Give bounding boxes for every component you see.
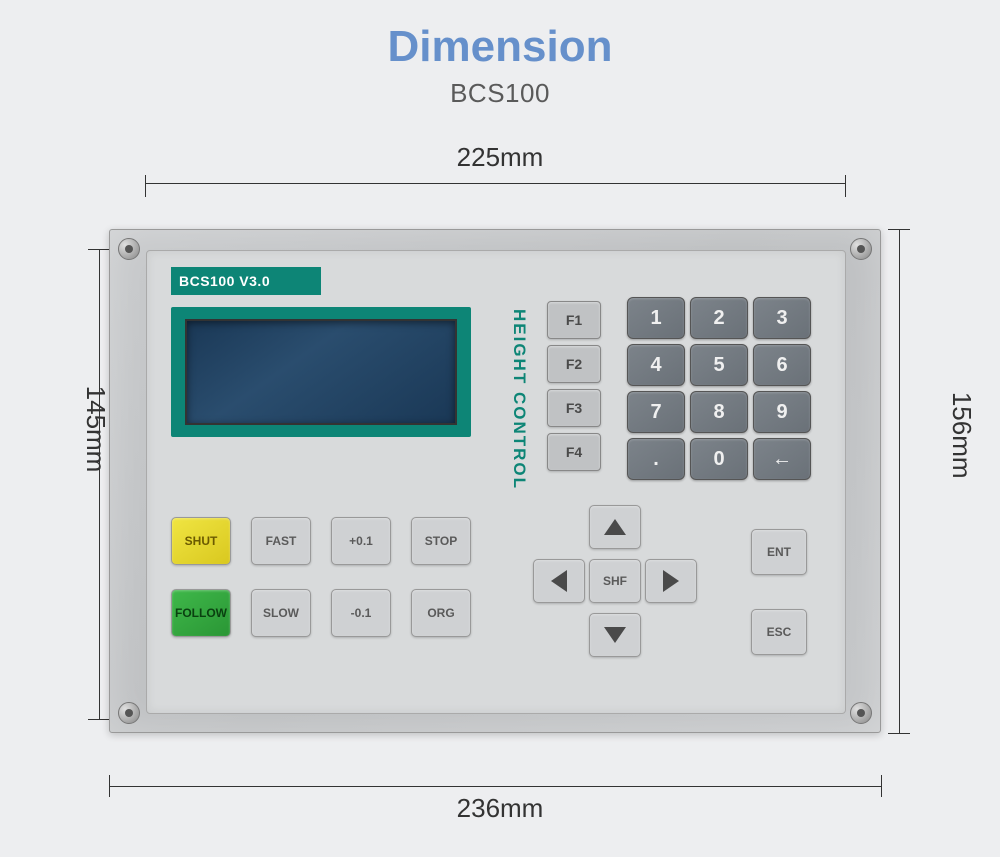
triangle-right-icon xyxy=(663,570,679,592)
numkey-backspace[interactable]: ← xyxy=(753,438,811,480)
dimension-cap xyxy=(888,229,910,230)
plus-01-button[interactable]: +0.1 xyxy=(331,517,391,565)
shf-button[interactable]: SHF xyxy=(589,559,641,603)
org-button[interactable]: ORG xyxy=(411,589,471,637)
dimension-cap xyxy=(845,175,846,197)
device-panel: BCS100 V3.0 HEIGHT CONTROL F1 F2 F3 F4 1… xyxy=(146,250,846,714)
f3-button[interactable]: F3 xyxy=(547,389,601,427)
dimension-cap xyxy=(88,719,110,720)
numkey-6[interactable]: 6 xyxy=(753,344,811,386)
follow-button[interactable]: FOLLOW xyxy=(171,589,231,637)
numkey-5[interactable]: 5 xyxy=(690,344,748,386)
minus-01-button[interactable]: -0.1 xyxy=(331,589,391,637)
dimension-width-outer: 236mm xyxy=(457,793,544,824)
numkey-7[interactable]: 7 xyxy=(627,391,685,433)
dimension-width-inner: 225mm xyxy=(457,142,544,173)
f2-button[interactable]: F2 xyxy=(547,345,601,383)
f1-button[interactable]: F1 xyxy=(547,301,601,339)
dimension-cap xyxy=(881,775,882,797)
dpad-up-button[interactable] xyxy=(589,505,641,549)
stop-button[interactable]: STOP xyxy=(411,517,471,565)
dpad-down-button[interactable] xyxy=(589,613,641,657)
height-control-label: HEIGHT CONTROL xyxy=(505,309,529,490)
numkey-2[interactable]: 2 xyxy=(690,297,748,339)
numkey-0[interactable]: 0 xyxy=(690,438,748,480)
page-title: Dimension xyxy=(0,0,1000,72)
dimension-line-bottom xyxy=(109,786,881,787)
numeric-keypad: 1 2 3 4 5 6 7 8 9 . 0 ← xyxy=(627,297,811,480)
dimension-cap xyxy=(888,733,910,734)
dimension-cap xyxy=(145,175,146,197)
numkey-1[interactable]: 1 xyxy=(627,297,685,339)
dimension-cap xyxy=(109,775,110,797)
shut-button[interactable]: SHUT xyxy=(171,517,231,565)
lcd-screen xyxy=(185,319,457,425)
control-row-1: SHUT FAST +0.1 STOP xyxy=(171,517,471,565)
fast-button[interactable]: FAST xyxy=(251,517,311,565)
function-key-column: F1 F2 F3 F4 xyxy=(547,301,601,471)
triangle-left-icon xyxy=(551,570,567,592)
dimension-line-left xyxy=(99,249,100,719)
model-number: BCS100 xyxy=(0,78,1000,109)
screw-icon xyxy=(118,238,140,260)
lcd-frame xyxy=(171,307,471,437)
slow-button[interactable]: SLOW xyxy=(251,589,311,637)
dpad-left-button[interactable] xyxy=(533,559,585,603)
screw-icon xyxy=(850,702,872,724)
direction-pad: SHF xyxy=(527,505,707,685)
numkey-8[interactable]: 8 xyxy=(690,391,748,433)
f4-button[interactable]: F4 xyxy=(547,433,601,471)
control-row-2: FOLLOW SLOW -0.1 ORG xyxy=(171,589,471,637)
numkey-dot[interactable]: . xyxy=(627,438,685,480)
ent-button[interactable]: ENT xyxy=(751,529,807,575)
esc-button[interactable]: ESC xyxy=(751,609,807,655)
dimension-cap xyxy=(88,249,110,250)
screw-icon xyxy=(118,702,140,724)
control-button-area: SHUT FAST +0.1 STOP FOLLOW SLOW -0.1 ORG xyxy=(171,517,471,661)
device-bezel: BCS100 V3.0 HEIGHT CONTROL F1 F2 F3 F4 1… xyxy=(109,229,881,733)
numkey-4[interactable]: 4 xyxy=(627,344,685,386)
triangle-down-icon xyxy=(604,627,626,643)
dimension-line-top xyxy=(145,183,845,184)
dpad-right-button[interactable] xyxy=(645,559,697,603)
numkey-9[interactable]: 9 xyxy=(753,391,811,433)
dimension-height-outer: 156mm xyxy=(946,391,977,478)
ent-esc-column: ENT ESC xyxy=(751,529,807,655)
dimension-line-right xyxy=(899,229,900,733)
triangle-up-icon xyxy=(604,519,626,535)
screw-icon xyxy=(850,238,872,260)
brand-label: BCS100 V3.0 xyxy=(171,267,321,295)
numkey-3[interactable]: 3 xyxy=(753,297,811,339)
dimension-height-inner: 145mm xyxy=(80,385,111,472)
